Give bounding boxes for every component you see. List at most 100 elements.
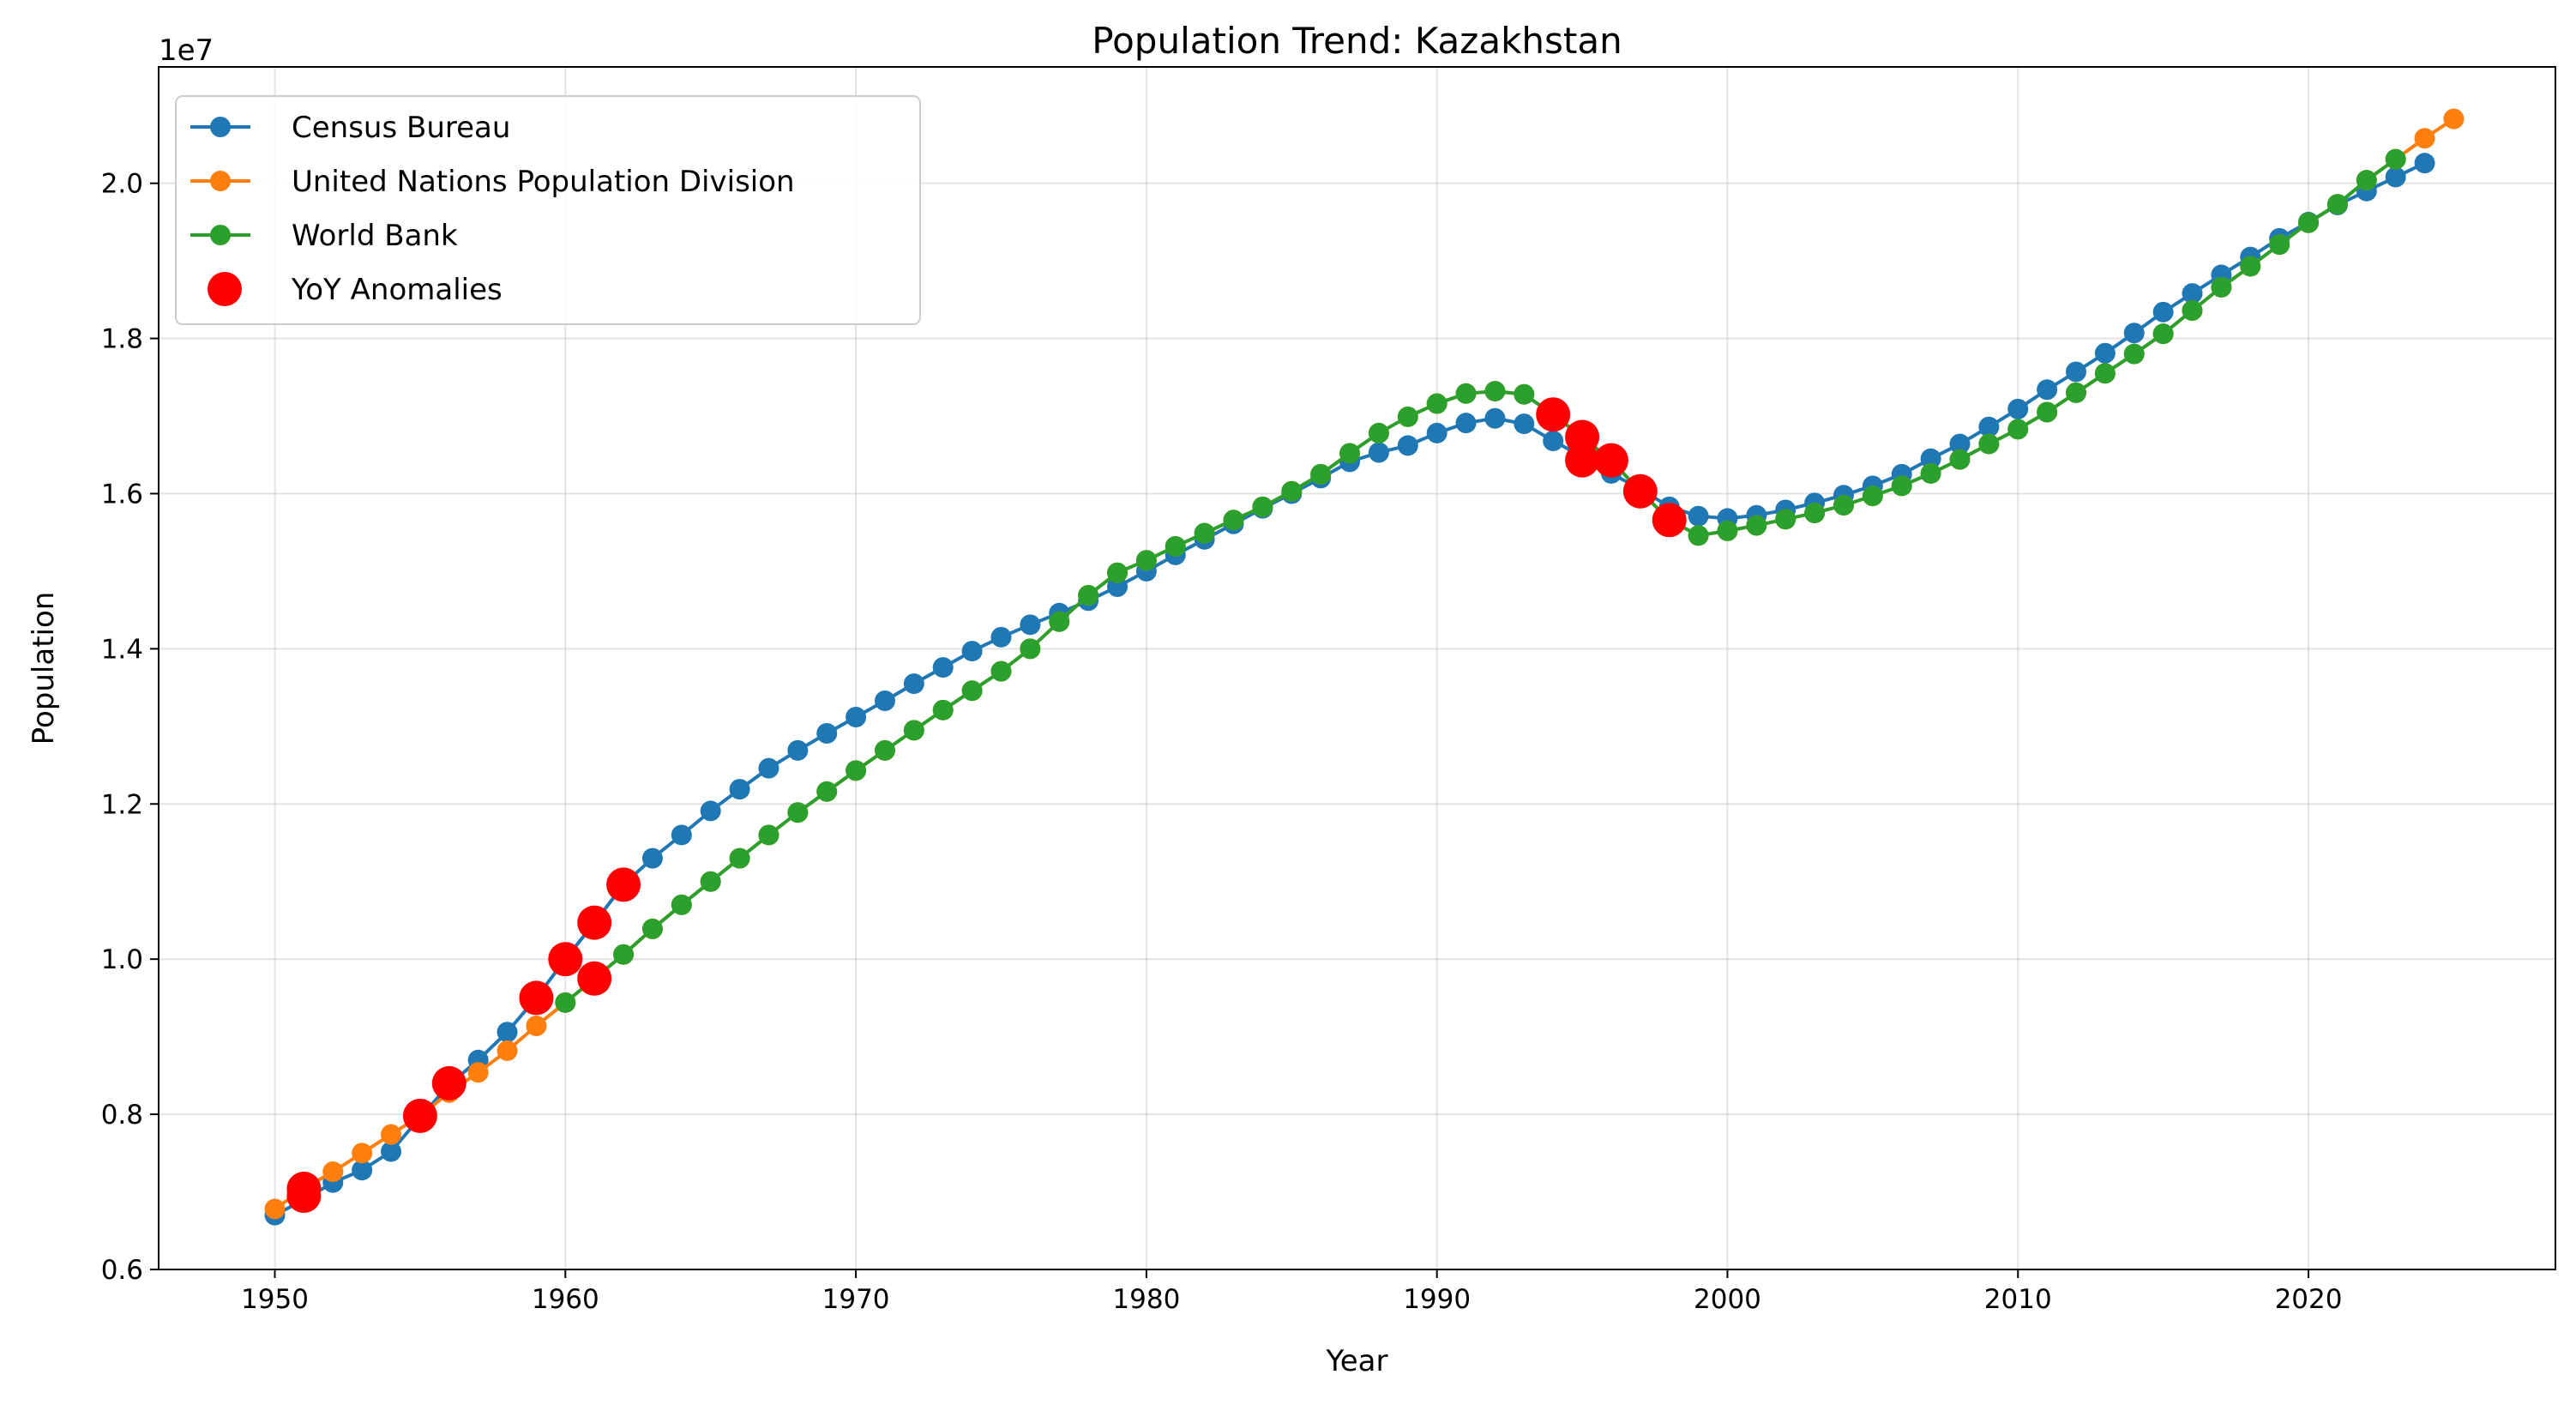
legend-marker-swatch [210,117,231,137]
world-bank-point [1833,495,1854,516]
world-bank-point [1949,449,1971,470]
census-bureau-point [846,706,867,727]
world-bank-point [700,871,721,892]
world-bank-point [1135,550,1157,571]
census-bureau-point [381,1141,402,1162]
un-population-division-point [497,1040,518,1061]
legend-label: World Bank [292,219,458,253]
world-bank-point [903,720,924,741]
census-bureau-point [2414,153,2435,174]
world-bank-point [1920,462,1941,484]
y-tick-label: 2.0 [101,169,143,200]
world-bank-point [671,894,692,915]
un-population-division-point [467,1062,489,1083]
world-bank-point [641,918,663,939]
world-bank-point [1165,535,1186,557]
anomaly-point [1652,503,1687,538]
census-bureau-point [2385,166,2406,188]
legend-label: United Nations Population Division [292,165,795,199]
anomaly-point [402,1098,437,1133]
un-population-division-point [381,1124,402,1145]
world-bank-point [990,660,1012,682]
world-bank-point [816,781,838,802]
world-bank-point [1514,383,1535,405]
world-bank-point [555,992,576,1013]
legend: Census Bureau United Nations Population D… [175,95,921,325]
legend-label: YoY Anomalies [291,273,503,307]
x-tick-label: 1960 [532,1284,599,1315]
world-bank-point [2211,276,2232,298]
legend-box [175,95,921,325]
y-tick-label: 1.2 [101,789,143,820]
world-bank-point [1746,515,1767,536]
census-bureau-point [758,757,779,779]
anomaly-point [577,961,612,996]
census-bureau-point [2037,379,2058,401]
world-bank-point [846,760,867,781]
world-bank-point [1078,584,1099,606]
y-tick-label: 0.8 [101,1100,143,1131]
world-bank-point [2182,300,2203,322]
world-bank-point [1310,463,1332,485]
world-bank-point [613,944,635,965]
census-bureau-point [874,690,895,711]
world-bank-point [1049,611,1070,632]
anomaly-point [1536,397,1571,432]
census-bureau-point [1920,448,1941,469]
census-bureau-point [1426,422,1447,443]
world-bank-line [564,157,2397,1004]
world-bank-point [1107,562,1128,583]
world-bank-point [2269,234,2290,256]
world-bank-point [2356,170,2377,191]
world-bank-point [2298,212,2320,233]
world-bank-point [2123,343,2145,365]
x-tick-label: 2000 [1694,1284,1761,1315]
world-bank-point [1455,383,1477,404]
legend-item-anomaly: YoY Anomalies [208,272,503,307]
y-tick-label: 1.8 [101,324,143,355]
world-bank-point [1978,433,2000,455]
world-bank-point [1775,509,1797,530]
census-bureau-point [2094,342,2116,364]
world-bank-point [874,739,895,761]
un-population-division-point [322,1161,344,1183]
anomaly-point [577,905,612,940]
plot-frame [158,66,2556,1270]
anomaly-point [286,1171,322,1206]
anomaly-point [431,1065,466,1100]
census-bureau-point [497,1022,518,1043]
legend-marker-swatch [210,225,231,245]
census-bureau-point [903,673,924,695]
world-bank-point [961,680,983,702]
y-tick-label: 1.4 [101,634,143,665]
census-bureau-point [352,1160,373,1181]
legend-item-census-bureau: Census Bureau [190,111,510,145]
legend-marker-swatch [208,272,242,306]
un-population-division-point [2414,128,2435,149]
x-axis-title: Year [1326,1344,1388,1378]
world-bank-point [2152,323,2174,345]
census-bureau-point [641,847,663,869]
census-bureau-point [787,739,809,761]
anomaly-point [606,867,641,902]
y-tick-label: 1.6 [101,479,143,510]
un-population-division-point [2443,108,2465,130]
axis-layer: 1950 1960 1970 1980 1990 2000 2010 2020 0.6 0.8 1.… [101,169,2343,1315]
census-bureau-point [1484,407,1506,429]
world-bank-point [1368,422,1389,443]
y-tick-label: 1.0 [101,944,143,975]
census-bureau-point [961,641,983,662]
x-tick-label: 1950 [241,1284,309,1315]
census-bureau-point [1397,435,1418,456]
world-bank-point [1804,503,1826,524]
anomaly-point [1622,473,1658,509]
y-axis-multiplier: 1e7 [159,33,214,68]
census-bureau-point [1455,413,1477,434]
chart-title: Population Trend: Kazakhstan [1092,20,1622,62]
un-population-division-point [352,1143,373,1164]
census-bureau-point [2123,323,2145,344]
legend-item-un-population-division: United Nations Population Division [190,165,795,199]
legend-item-world-bank: World Bank [190,219,458,253]
world-bank-point [1891,475,1912,497]
